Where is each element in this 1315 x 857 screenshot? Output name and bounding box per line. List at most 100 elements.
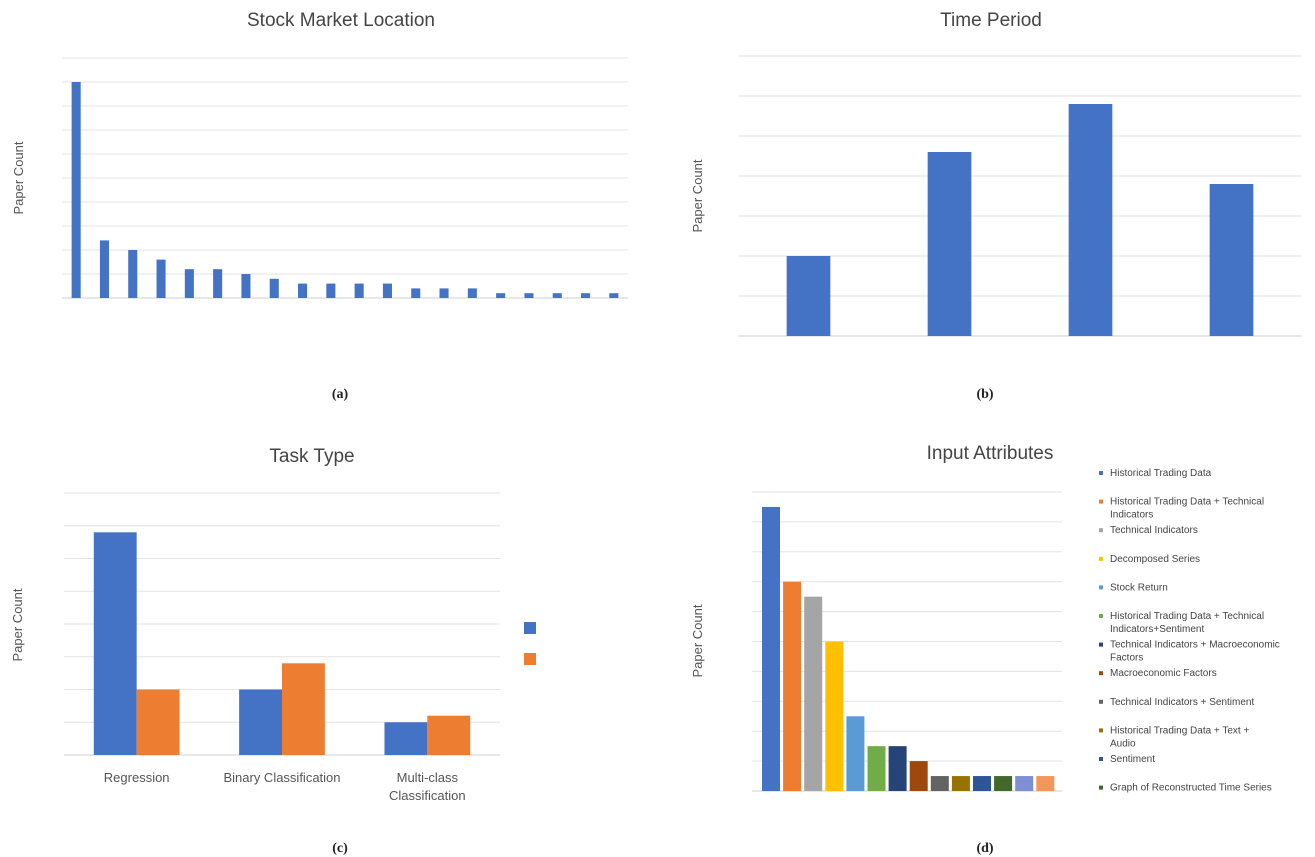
bar xyxy=(581,293,591,298)
bar xyxy=(867,746,886,791)
legend-label: Macroeconomic Factors xyxy=(1110,668,1217,679)
chart-input-attributes: Input Attributes Paper Count Historical … xyxy=(690,443,1280,856)
panel-label-c: (c) xyxy=(332,841,348,856)
legend-label: Stock Return xyxy=(1110,582,1168,593)
panel-label-d: (d) xyxy=(976,841,993,856)
legend-swatch xyxy=(1099,556,1103,561)
bar xyxy=(354,283,364,298)
legend-label: Historical Trading Data + Technical Indic… xyxy=(1110,611,1264,635)
legend-label: Technical Indicators xyxy=(1110,525,1198,536)
bar xyxy=(783,581,802,791)
bar xyxy=(213,269,223,298)
bar xyxy=(411,288,421,298)
bar xyxy=(804,596,823,791)
legend-swatch xyxy=(1099,499,1103,504)
bar xyxy=(846,716,865,791)
x-tick-line: Multi-class xyxy=(397,770,459,785)
legend-swatch xyxy=(1099,671,1103,676)
bar xyxy=(136,689,180,755)
bar xyxy=(239,689,282,755)
bar xyxy=(609,293,619,298)
chart-time-period: Time Period Paper Count (b) xyxy=(690,10,1302,402)
legend-label: Technical Indicators + Macroeconomic Fact… xyxy=(1110,640,1280,664)
legend-line: Technical Indicators + Macroeconomic xyxy=(1110,640,1280,651)
bar xyxy=(384,722,428,755)
chart-b-title: Time Period xyxy=(940,10,1042,31)
chart-d-ylabel: Paper Count xyxy=(690,604,705,677)
bar xyxy=(128,250,138,298)
bar xyxy=(552,293,562,298)
legend-label: Technical Indicators + Sentiment xyxy=(1110,697,1254,708)
legend-swatch xyxy=(1099,785,1103,790)
legend-swatch xyxy=(1099,585,1103,590)
legend-line: Audio xyxy=(1110,738,1136,749)
chart-c-ylabel: Paper Count xyxy=(10,588,25,661)
bar xyxy=(1015,776,1034,791)
chart-task-type: Task Type Paper Count Regression Binary C… xyxy=(10,446,536,856)
legend-swatch xyxy=(524,622,536,634)
chart-b-ylabel: Paper Count xyxy=(690,159,705,232)
legend-swatch xyxy=(1099,642,1103,647)
legend-swatch xyxy=(1099,699,1103,704)
x-tick-label: Binary Classification xyxy=(223,770,340,785)
x-tick-line: Classification xyxy=(389,788,466,803)
legend-label: Historical Trading Data xyxy=(1110,468,1212,479)
legend-label: Historical Trading Data + Technical Indic… xyxy=(1110,497,1264,521)
panel-label-a: (a) xyxy=(332,387,349,402)
legend-label: Graph of Reconstructed Time Series xyxy=(1110,783,1272,794)
bar xyxy=(99,240,109,298)
legend-line: Historical Trading Data + Technical xyxy=(1110,497,1264,508)
legend-swatch xyxy=(1099,728,1103,733)
legend-swatch xyxy=(1099,471,1103,475)
legend-label: Sentiment xyxy=(1110,754,1155,765)
chart-a-title: Stock Market Location xyxy=(247,10,435,31)
bar xyxy=(994,776,1013,791)
bar xyxy=(467,288,477,298)
bar xyxy=(973,776,991,791)
bar xyxy=(282,663,325,755)
bar xyxy=(241,274,251,298)
legend-swatch xyxy=(1099,528,1103,533)
bar xyxy=(298,283,308,298)
bar xyxy=(786,256,831,336)
bar xyxy=(71,82,81,298)
bar xyxy=(1209,184,1254,336)
legend-swatch xyxy=(524,653,536,665)
legend-line: Indicators xyxy=(1110,510,1153,521)
legend-line: Indicators+Sentiment xyxy=(1110,624,1204,635)
x-tick-label: Multi-class Classification xyxy=(389,770,466,803)
legend-line: Factors xyxy=(1110,653,1143,664)
bar xyxy=(427,715,471,755)
bar xyxy=(496,293,506,298)
legend-label: Decomposed Series xyxy=(1110,554,1200,565)
chart-a-ylabel: Paper Count xyxy=(11,141,26,214)
chart-stock-market-location: Stock Market Location Paper Count (a) xyxy=(11,10,628,402)
bar xyxy=(909,761,928,791)
legend-line: Historical Trading Data + Technical xyxy=(1110,611,1264,622)
bar xyxy=(930,776,949,791)
legend-swatch xyxy=(1099,614,1103,618)
bar xyxy=(927,152,972,336)
bar xyxy=(156,259,166,298)
bar xyxy=(825,641,844,791)
legend-swatch xyxy=(1099,757,1103,761)
panel-label-b: (b) xyxy=(976,387,993,402)
bar xyxy=(326,283,336,298)
bar xyxy=(1036,776,1055,791)
bar xyxy=(184,269,194,298)
bar xyxy=(524,293,534,298)
bar xyxy=(439,288,449,298)
bar xyxy=(888,746,907,791)
legend-label: Historical Trading Data + Text + Audio xyxy=(1110,725,1249,749)
bar xyxy=(1068,104,1113,336)
bar xyxy=(762,506,780,791)
bar xyxy=(93,532,137,755)
bar xyxy=(951,776,970,791)
chart-c-title: Task Type xyxy=(269,446,354,467)
legend-line: Historical Trading Data + Text + xyxy=(1110,725,1249,736)
bar xyxy=(269,278,279,298)
bar xyxy=(382,283,392,298)
x-tick-label: Regression xyxy=(104,770,170,785)
chart-d-title: Input Attributes xyxy=(927,443,1054,464)
